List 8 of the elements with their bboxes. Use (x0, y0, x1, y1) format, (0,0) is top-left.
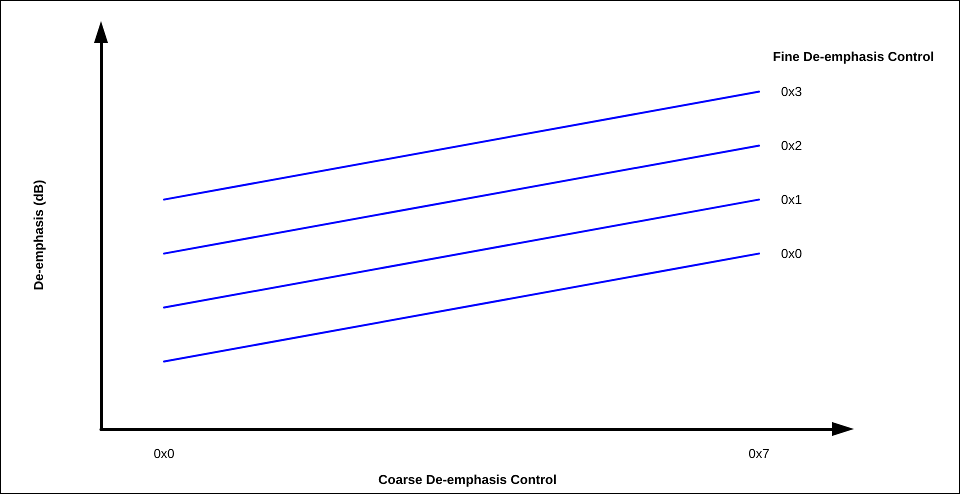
x-tick-label: 0x7 (748, 446, 770, 461)
series-label: 0x2 (781, 138, 802, 154)
series-label: 0x1 (781, 192, 802, 208)
x-axis-title: Coarse De-emphasis Control (378, 472, 557, 487)
series-label: 0x3 (781, 84, 802, 100)
y-axis-title: De-emphasis (dB) (31, 180, 46, 290)
legend-title: Fine De-emphasis Control (772, 49, 934, 64)
series-label: 0x0 (781, 246, 802, 262)
